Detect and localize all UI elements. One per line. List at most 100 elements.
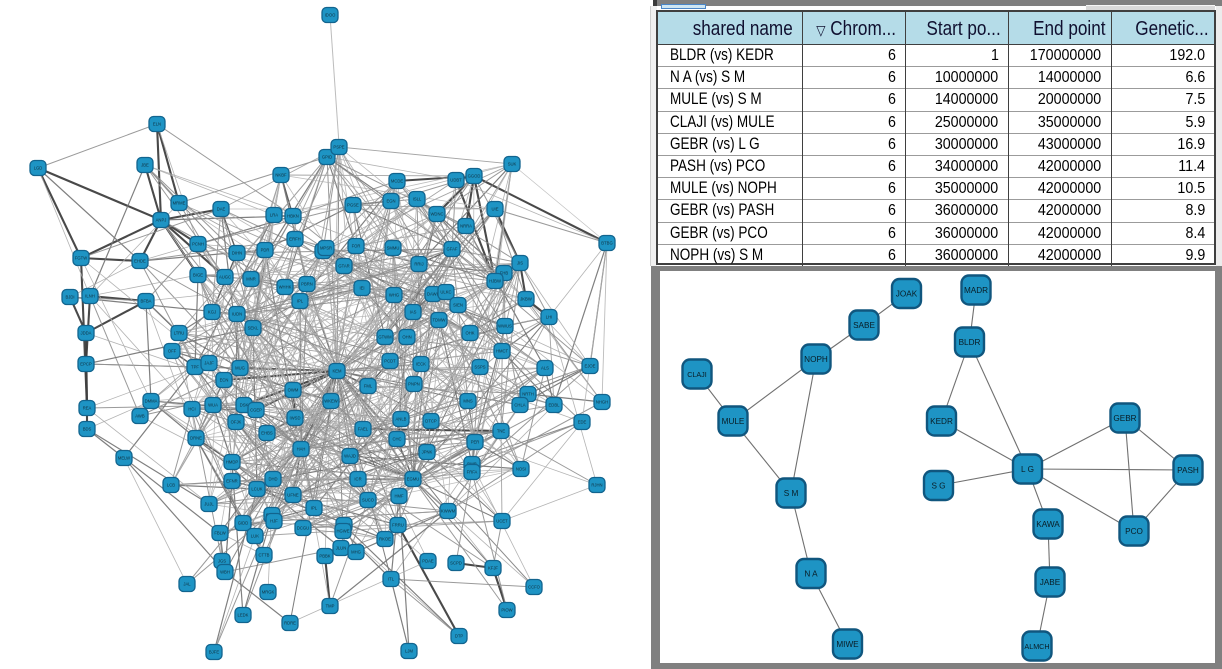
svg-text:KWWM: KWWM [441, 509, 456, 514]
svg-text:PNPN: PNPN [408, 382, 420, 387]
svg-text:ILNH: ILNH [85, 294, 95, 299]
svg-text:ERFH: ERFH [289, 237, 300, 242]
svg-text:JBE: JBE [141, 163, 149, 168]
svg-text:IPL: IPL [297, 299, 304, 304]
svg-text:PCO: PCO [1125, 527, 1143, 536]
svg-text:DTP: DTP [455, 634, 464, 639]
svg-text:JAJF: JAJF [204, 361, 214, 366]
svg-text:FML: FML [364, 384, 373, 389]
svg-text:JKBW: JKBW [520, 297, 532, 302]
svg-text:UFNE: UFNE [287, 493, 299, 498]
svg-text:MELW: MELW [118, 456, 130, 461]
svg-text:ISLL: ISLL [413, 197, 422, 202]
svg-text:IEI: IEI [359, 286, 364, 291]
svg-text:JGS: JGS [218, 559, 226, 564]
svg-text:UIE: UIE [492, 207, 499, 212]
svg-text:WAJD: WAJD [344, 454, 356, 459]
svg-text:SIEN: SIEN [453, 303, 463, 308]
svg-text:IPL: IPL [311, 506, 318, 511]
svg-text:TPF: TPF [191, 365, 199, 370]
svg-text:SSPS: SSPS [474, 365, 485, 370]
svg-text:OFJK: OFJK [231, 420, 242, 425]
svg-text:JIS: JIS [517, 261, 523, 266]
svg-text:DSK: DSK [240, 403, 249, 408]
svg-text:GPID: GPID [322, 155, 332, 160]
svg-text:WHG: WHG [389, 293, 399, 298]
svg-text:MPSR: MPSR [320, 246, 332, 251]
svg-text:ALMCH: ALMCH [1024, 642, 1049, 651]
svg-text:LJM: LJM [405, 649, 413, 654]
svg-text:BDS: BDS [83, 427, 92, 432]
svg-text:IDOO: IDOO [325, 13, 336, 18]
svg-text:S M: S M [784, 489, 799, 498]
svg-text:LCUK: LCUK [251, 487, 262, 492]
svg-text:NOPH: NOPH [804, 355, 828, 364]
svg-text:EHDE: EHDE [134, 259, 146, 264]
svg-text:REA: REA [83, 406, 92, 411]
svg-text:HJBW: HJBW [489, 279, 501, 284]
svg-text:HCI: HCI [188, 407, 195, 412]
svg-text:BJDI: BJDI [65, 295, 74, 300]
svg-text:MADR: MADR [964, 286, 988, 295]
svg-text:PASH: PASH [1177, 466, 1199, 475]
svg-text:GGOD: GGOD [468, 174, 481, 179]
svg-text:CHC: CHC [392, 437, 401, 442]
svg-text:NRTH: NRTH [522, 392, 534, 397]
svg-text:ICR: ICR [354, 477, 361, 482]
svg-text:EJOE: EJOE [585, 364, 596, 369]
svg-text:DMMA: DMMA [145, 399, 158, 404]
svg-text:EDBL: EDBL [549, 403, 561, 408]
svg-text:SABE: SABE [853, 321, 875, 330]
svg-text:MNS: MNS [463, 399, 473, 404]
svg-text:CLAJI: CLAJI [687, 370, 707, 379]
svg-text:PBBK: PBBK [319, 554, 330, 559]
svg-text:GEBR: GEBR [1113, 414, 1136, 423]
svg-text:BTBG: BTBG [601, 241, 612, 246]
svg-text:LGD: LGD [34, 166, 43, 171]
svg-text:BLDR: BLDR [959, 338, 981, 347]
svg-text:FRRU: FRRU [392, 523, 404, 528]
svg-text:DHD: DHD [268, 477, 277, 482]
svg-text:KFJF: KFJF [488, 566, 498, 571]
svg-text:S G: S G [931, 482, 945, 491]
svg-text:DRNE: DRNE [190, 436, 202, 441]
svg-text:MCDE: MCDE [391, 179, 404, 184]
svg-text:JABE: JABE [1040, 578, 1061, 587]
svg-text:HMDP: HMDP [226, 460, 239, 465]
svg-text:HMCT: HMCT [496, 349, 509, 354]
svg-text:PBRN: PBRN [301, 282, 313, 287]
svg-text:SCPD: SCPD [450, 561, 462, 566]
svg-text:BIGE: BIGE [193, 273, 203, 278]
svg-text:IAS: IAS [410, 310, 417, 315]
svg-text:MIWE: MIWE [836, 640, 859, 649]
svg-text:PSPE: PSPE [333, 145, 344, 150]
svg-text:KEM: KEM [332, 369, 342, 374]
svg-text:PDR: PDR [261, 248, 270, 253]
svg-text:OHK: OHK [465, 331, 474, 336]
svg-text:PGSE: PGSE [347, 203, 359, 208]
svg-text:EHBS: EHBS [261, 431, 273, 436]
svg-text:KEDR: KEDR [930, 417, 953, 426]
svg-text:ANLB: ANLB [396, 417, 407, 422]
svg-text:GTAR: GTAR [338, 264, 349, 269]
svg-text:NKBF: NKBF [275, 173, 287, 178]
svg-text:ULKC: ULKC [440, 290, 451, 295]
svg-text:FGTW: FGTW [75, 256, 87, 261]
svg-text:LHI: LHI [546, 315, 553, 320]
svg-text:WDNC: WDNC [430, 212, 443, 217]
svg-text:HBKN: HBKN [287, 214, 299, 219]
svg-text:SUCO: SUCO [362, 498, 375, 503]
svg-text:CGEP: CGEP [250, 408, 262, 413]
svg-text:DIHN: DIHN [232, 251, 242, 256]
svg-text:FAEL: FAEL [358, 427, 369, 432]
svg-text:RKOE: RKOE [379, 537, 391, 542]
svg-text:ELN: ELN [153, 122, 161, 127]
svg-text:CHLA: CHLA [514, 403, 525, 408]
svg-text:WHHK: WHHK [279, 285, 292, 290]
svg-text:ECN: ECN [220, 378, 229, 383]
svg-text:WWUS: WWUS [498, 324, 512, 329]
svg-text:IUDN: IUDN [232, 312, 242, 317]
svg-text:NOSI: NOSI [516, 467, 526, 472]
svg-text:LUK: LUK [251, 534, 259, 539]
svg-text:BJFE: BJFE [209, 650, 219, 655]
